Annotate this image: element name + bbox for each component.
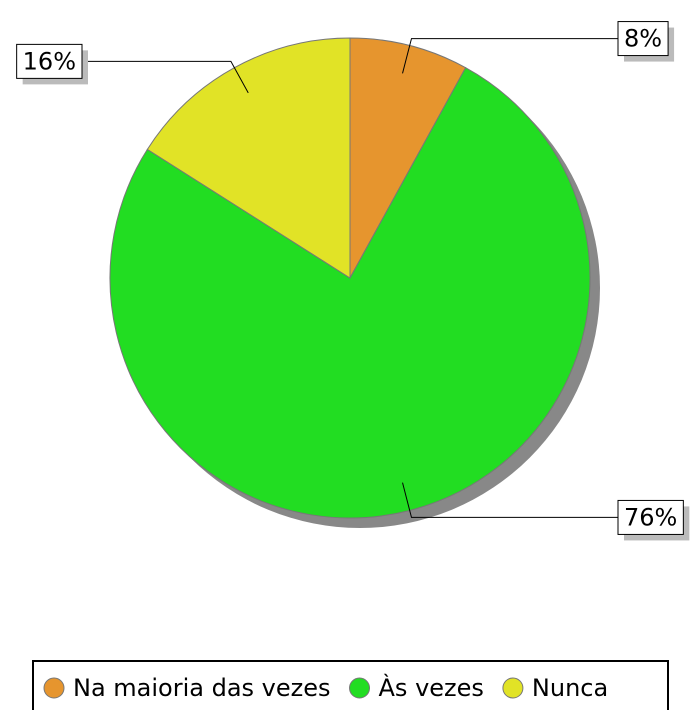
legend-label: Às vezes — [379, 673, 484, 702]
leader-line — [402, 38, 618, 74]
legend-marker — [349, 677, 371, 699]
legend-marker — [502, 677, 524, 699]
leader-line — [402, 482, 618, 518]
label-box — [617, 21, 669, 57]
data-label: 16% — [23, 47, 76, 75]
data-label: 8% — [624, 25, 662, 53]
leader-line — [82, 60, 249, 94]
legend-marker — [43, 677, 65, 699]
legend-label: Na maioria das vezes — [73, 674, 331, 702]
data-label: 76% — [624, 503, 677, 531]
label-box — [16, 43, 83, 79]
label-box — [617, 499, 684, 535]
legend-label: Nunca — [532, 674, 608, 702]
